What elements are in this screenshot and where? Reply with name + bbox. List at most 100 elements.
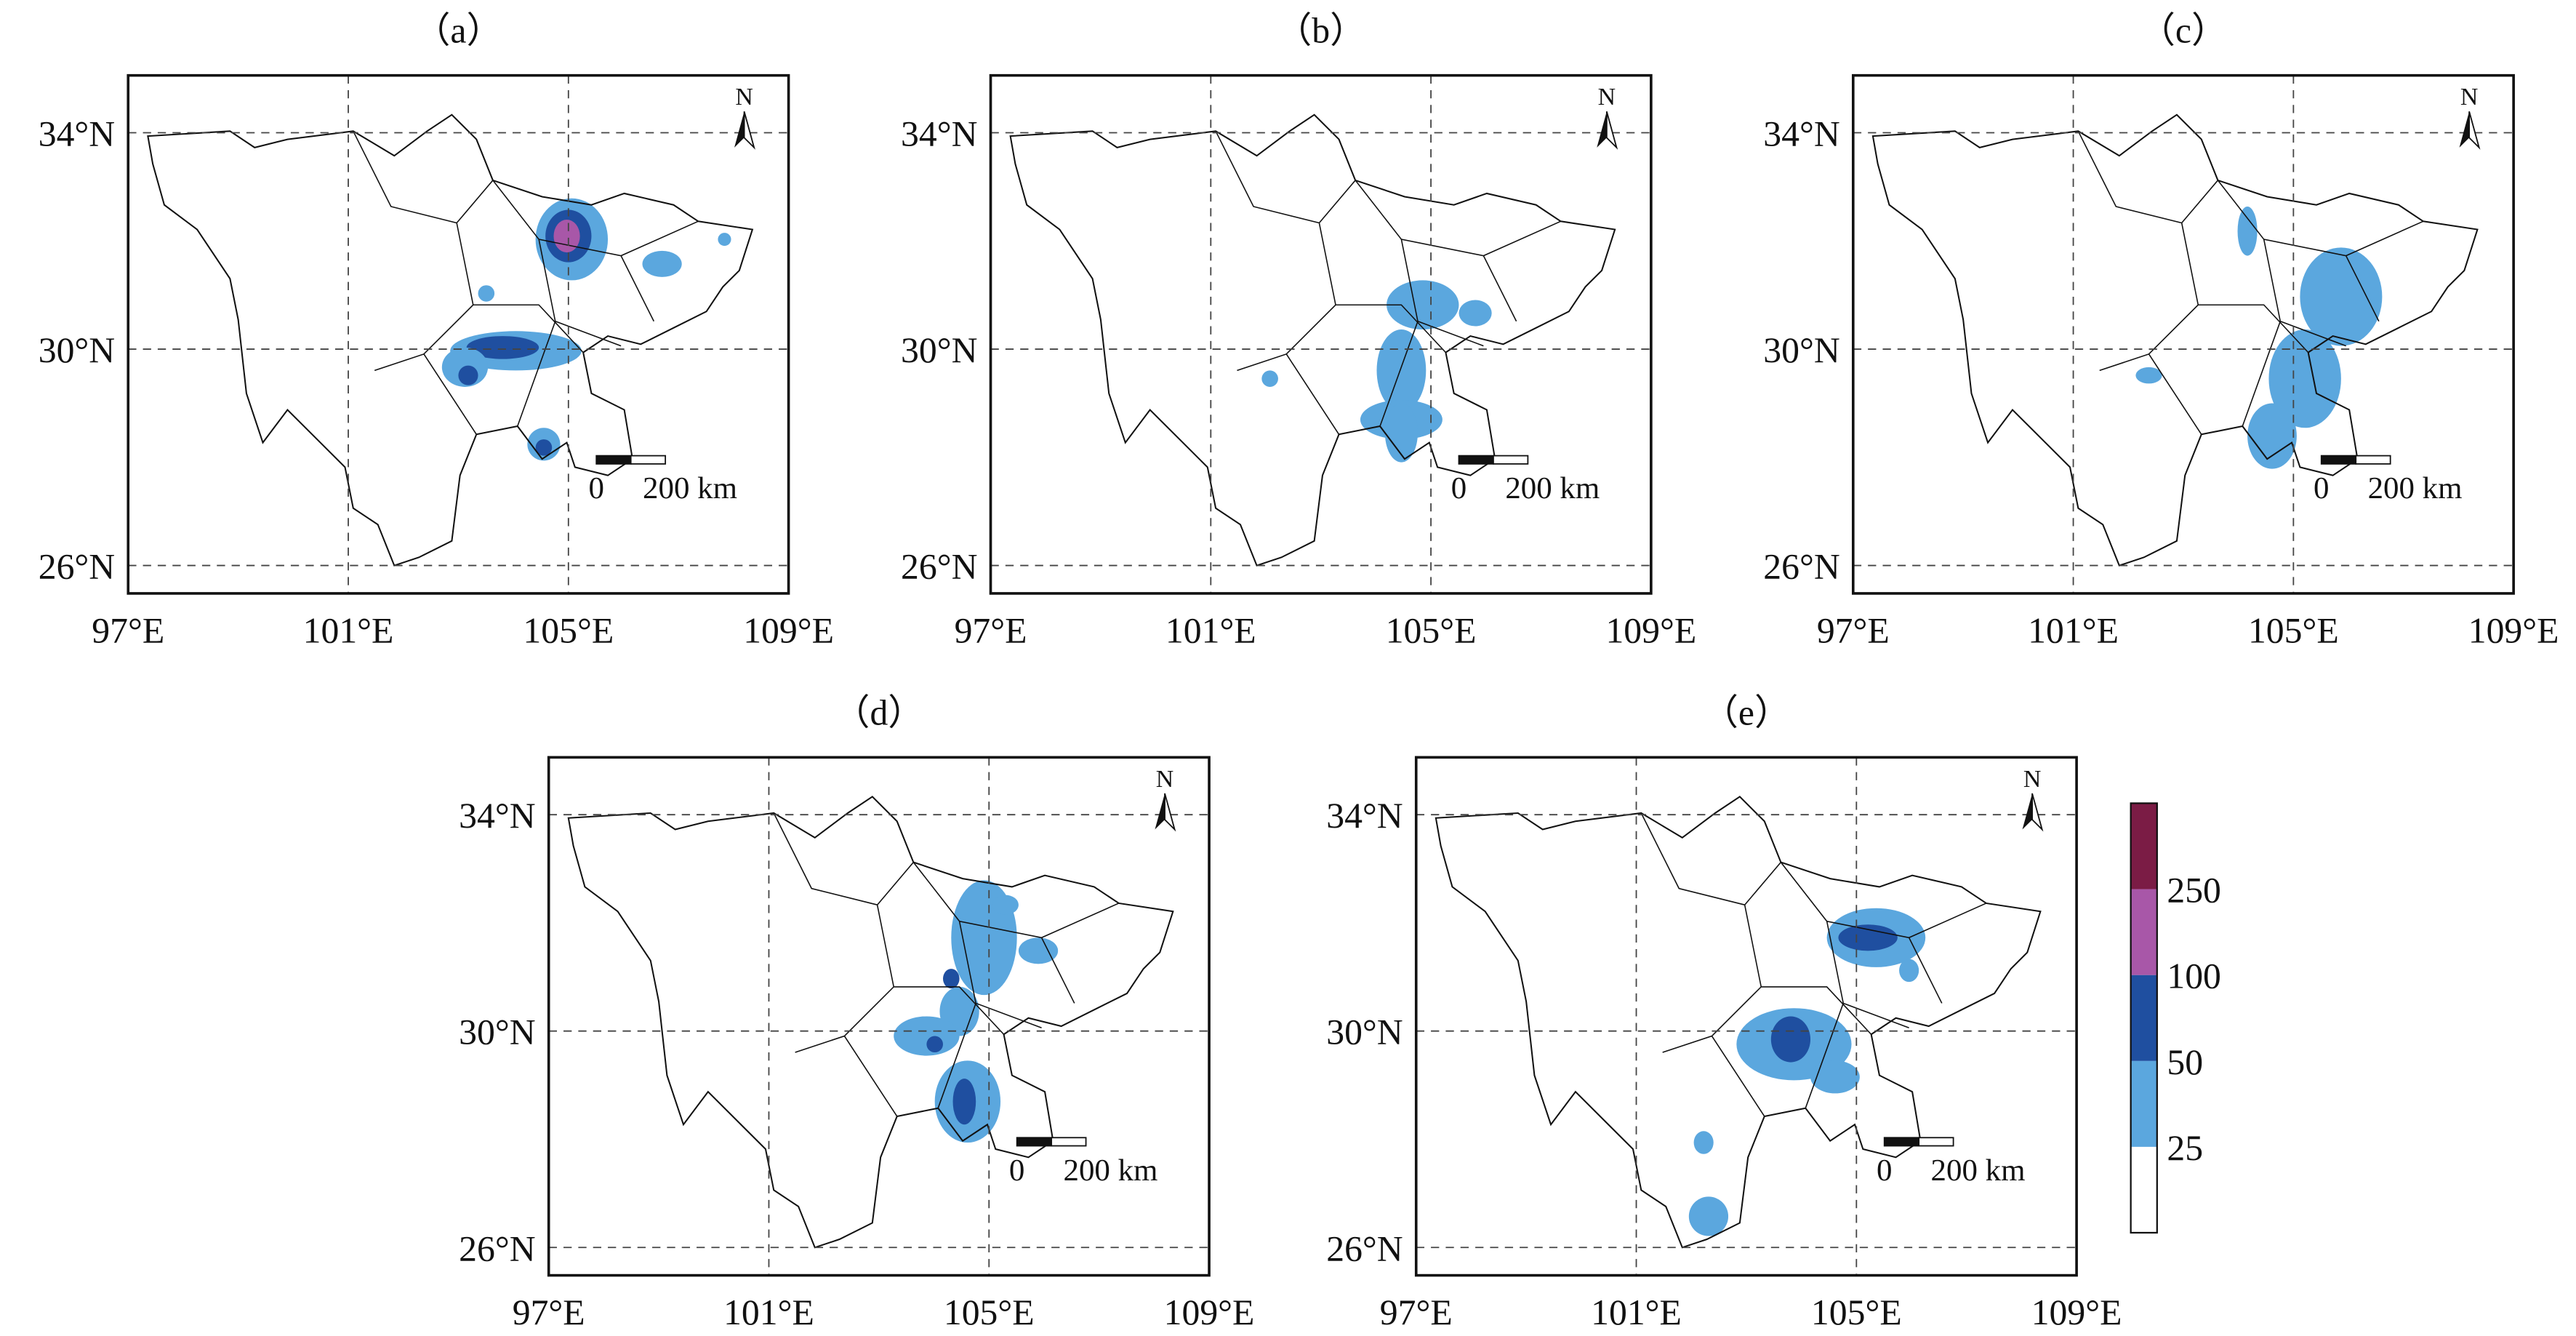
map-frame — [547, 756, 1211, 1277]
lon-label: 109°E — [1605, 611, 1696, 651]
lat-label: 26°N — [901, 547, 977, 587]
precip-area — [2135, 367, 2162, 384]
north-arrow — [2022, 793, 2033, 830]
colorbar-label: 100 — [2167, 956, 2221, 996]
colorbar-label: 250 — [2167, 871, 2221, 911]
lon-label: 97°E — [1817, 611, 1890, 651]
lat-label: 26°N — [1326, 1228, 1403, 1268]
colorbar: 25 50 100 250 — [2130, 802, 2221, 1234]
lon-label: 101°E — [2028, 611, 2119, 651]
precip-area — [2247, 403, 2297, 469]
colorbar-bin — [2130, 1060, 2157, 1147]
precip-area — [466, 336, 539, 359]
north-arrow — [743, 111, 755, 150]
lon-label: 109°E — [2031, 1292, 2122, 1332]
precip-area — [1384, 403, 1419, 463]
scale-bar — [595, 455, 632, 465]
scale-label: 200 km — [1063, 1153, 1157, 1188]
scale-label: 0 — [588, 471, 603, 505]
scale-bar — [1016, 1137, 1053, 1147]
precip-area — [718, 233, 731, 247]
precip-area — [1688, 1196, 1729, 1236]
precip-area — [2268, 329, 2341, 428]
panel-label: （c） — [2139, 11, 2227, 51]
lon-label: 105°E — [1386, 611, 1477, 651]
lat-label: 34°N — [459, 796, 535, 836]
lon-label: 109°E — [743, 611, 834, 651]
north-label: N — [1156, 766, 1173, 793]
precip-area — [942, 969, 960, 989]
lat-label: 34°N — [39, 114, 115, 154]
map-panel: （d） 97°E 101°E 105°E 109°E 34°N 30°N 26°N N 0 200 … — [459, 692, 1254, 1332]
colorbar-bin — [2130, 975, 2157, 1061]
lon-label: 97°E — [92, 611, 164, 651]
lat-label: 26°N — [459, 1228, 535, 1268]
precip-area — [2237, 207, 2258, 256]
map-panel: （e） 97°E 101°E 105°E 109°E 34°N 30°N 26°N N 0 200 … — [1326, 692, 2122, 1332]
map-frame — [1414, 756, 2078, 1277]
precip-area — [1387, 280, 1459, 330]
map-frame — [1851, 73, 2515, 595]
lat-label: 30°N — [901, 330, 977, 370]
lon-label: 105°E — [523, 611, 614, 651]
precip-area — [952, 1079, 976, 1125]
precip-area — [1261, 370, 1278, 387]
precip-area — [894, 1016, 960, 1056]
lon-label: 97°E — [1380, 1292, 1453, 1332]
scale-bar — [1883, 1137, 1920, 1147]
north-arrow — [1155, 793, 1165, 830]
north-arrow — [2459, 111, 2470, 148]
precip-area — [642, 250, 682, 277]
lon-label: 101°E — [723, 1292, 814, 1332]
map-frame — [127, 73, 790, 595]
precip-area — [458, 365, 478, 385]
north-arrow — [1597, 111, 1607, 148]
colorbar-label: 25 — [2167, 1128, 2203, 1168]
panel-label: （e） — [1702, 692, 1790, 732]
lon-label: 109°E — [2468, 611, 2559, 651]
precip-area — [2300, 247, 2383, 346]
lat-label: 34°N — [901, 114, 977, 154]
map-frame — [989, 73, 1653, 595]
panel-label: （a） — [414, 11, 502, 51]
lat-label: 34°N — [1763, 114, 1839, 154]
lon-label: 101°E — [303, 611, 394, 651]
north-label: N — [2460, 84, 2478, 111]
precip-area — [1376, 329, 1427, 412]
precip-area — [1018, 937, 1059, 964]
north-label: N — [2023, 766, 2041, 793]
precip-area — [535, 439, 553, 456]
north-arrow — [1605, 111, 1618, 150]
colorbar-bin — [2130, 889, 2157, 975]
lon-label: 101°E — [1165, 611, 1256, 651]
precip-area — [1693, 1131, 1714, 1154]
scale-bar — [2320, 455, 2357, 465]
scale-label: 200 km — [643, 471, 737, 505]
scale-bar — [1458, 455, 1494, 465]
scale-label: 200 km — [1931, 1153, 2026, 1188]
lon-label: 101°E — [1591, 1292, 1682, 1332]
north-arrow — [2468, 111, 2481, 150]
panel-label: （b） — [1276, 11, 1366, 51]
lon-label: 105°E — [1811, 1292, 1902, 1332]
colorbar-frame — [2130, 802, 2158, 1234]
colorbar-bin — [2130, 1146, 2157, 1233]
lon-label: 97°E — [513, 1292, 585, 1332]
precip-area — [1810, 1060, 1860, 1094]
precip-area — [553, 220, 580, 253]
precip-area — [926, 1036, 943, 1053]
scale-label: 0 — [2314, 471, 2329, 505]
north-arrow — [1164, 793, 1176, 832]
scale-bar — [1918, 1137, 1954, 1147]
map-panel: （a） 97°E 101°E 105°E 109°E 34°N 30°N 26°N N 0 200 … — [39, 11, 834, 651]
lat-label: 30°N — [459, 1012, 535, 1052]
lon-label: 97°E — [955, 611, 1027, 651]
lat-label: 26°N — [39, 547, 115, 587]
lat-label: 30°N — [1763, 330, 1839, 370]
north-arrow — [2031, 793, 2044, 832]
scale-label: 0 — [1451, 471, 1466, 505]
scale-label: 200 km — [1505, 471, 1600, 505]
map-panel: （b） 97°E 101°E 105°E 109°E 34°N 30°N 26°N N 0 200 … — [901, 11, 1696, 651]
lat-label: 30°N — [1326, 1012, 1403, 1052]
